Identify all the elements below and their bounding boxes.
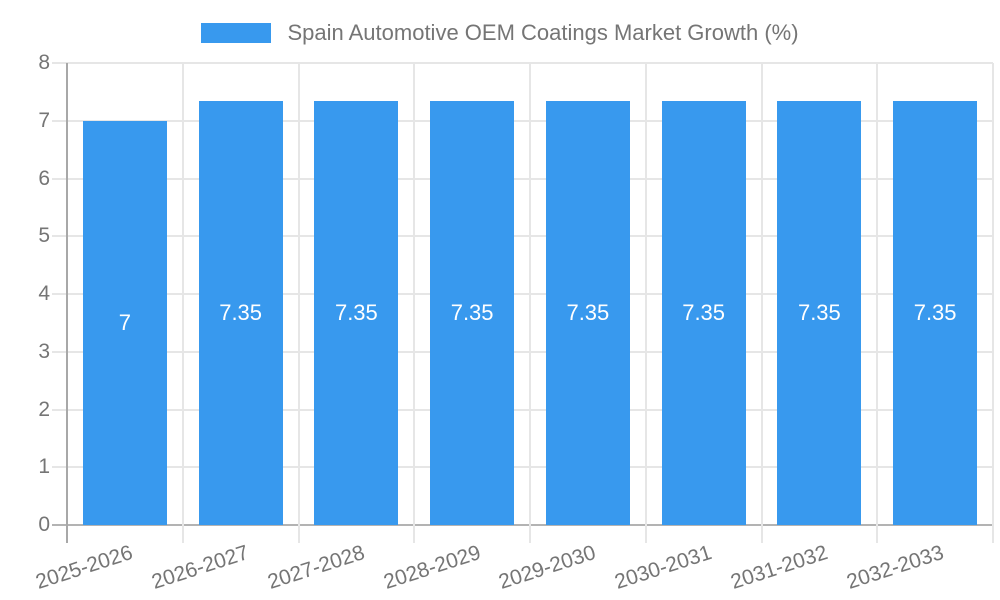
x-gridline — [529, 63, 531, 543]
y-axis-tick-label: 7 — [38, 108, 50, 132]
x-axis-tick-label: 2025-2026 — [33, 541, 136, 594]
bar[interactable] — [893, 100, 978, 525]
x-gridline — [992, 63, 994, 543]
x-axis-tick-label: 2026-2027 — [149, 541, 252, 594]
y-gridline — [52, 177, 993, 180]
x-axis-tick-label: 2031-2032 — [727, 541, 831, 594]
bar-value-label: 7.35 — [797, 299, 841, 325]
bar-value-label: 7.35 — [450, 299, 494, 325]
y-gridline — [52, 466, 993, 469]
legend[interactable]: Spain Automotive OEM Coatings Market Gro… — [0, 20, 1000, 46]
y-axis-tick-label: 5 — [38, 224, 50, 248]
y-gridline — [52, 350, 993, 353]
y-axis-tick-label: 4 — [38, 282, 50, 305]
x-axis-tick-label: 2027-2028 — [264, 541, 368, 594]
y-axis-tick-label: 3 — [38, 339, 50, 363]
y-gridline — [52, 408, 993, 411]
y-gridline — [52, 62, 993, 64]
y-axis-tick-label: 8 — [38, 51, 50, 74]
x-axis-tick-label: 2030-2031 — [612, 541, 715, 594]
y-gridline — [52, 293, 993, 295]
bar[interactable] — [545, 100, 630, 525]
bar-value-label: 7.35 — [913, 299, 957, 325]
bar-value-label: 7 — [118, 309, 131, 335]
y-axis-tick-label: 1 — [38, 455, 50, 479]
bar-value-label: 7.35 — [682, 299, 726, 325]
bar[interactable] — [82, 120, 167, 525]
bar[interactable] — [430, 100, 515, 525]
legend-swatch — [201, 23, 272, 43]
bar-value-label: 7.35 — [219, 299, 263, 325]
y-gridline — [52, 119, 993, 122]
x-gridline — [644, 63, 647, 543]
bar[interactable] — [314, 100, 399, 525]
y-gridline — [52, 235, 993, 238]
x-axis-tick-label: 2032-2033 — [843, 541, 947, 594]
bar[interactable] — [198, 100, 283, 525]
x-gridline — [876, 63, 879, 543]
y-axis-line — [66, 63, 68, 543]
y-axis-tick-label: 6 — [38, 166, 50, 190]
bar[interactable] — [777, 100, 862, 525]
x-gridline — [181, 63, 184, 543]
legend-label: Spain Automotive OEM Coatings Market Gro… — [287, 20, 799, 45]
bar[interactable] — [661, 100, 746, 525]
bar-value-label: 7.35 — [566, 299, 610, 325]
bar-value-label: 7.35 — [334, 299, 378, 325]
x-axis-tick-label: 2029-2030 — [496, 541, 599, 594]
x-axis-tick-label: 2028-2029 — [380, 541, 484, 594]
x-gridline — [413, 63, 416, 543]
x-gridline — [297, 63, 300, 543]
x-axis-line — [52, 524, 993, 526]
y-axis-tick-label: 0 — [38, 513, 50, 536]
y-axis-tick-label: 2 — [38, 397, 50, 421]
x-gridline — [760, 63, 763, 543]
